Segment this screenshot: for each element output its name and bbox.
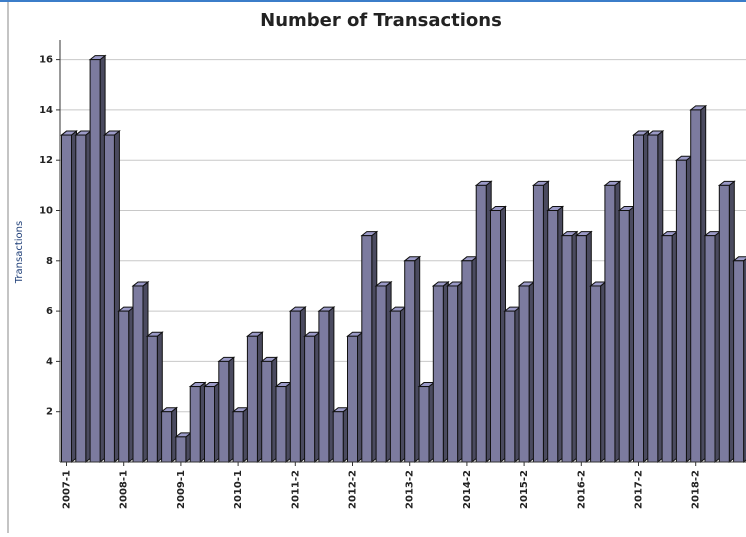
bar	[575, 235, 587, 463]
bar	[204, 386, 215, 463]
x-tick-label: 2017-2	[634, 470, 645, 509]
chart-title: Number of Transactions	[260, 10, 502, 31]
y-tick-label: 16	[39, 55, 53, 66]
bar	[89, 59, 101, 463]
bar	[132, 285, 144, 463]
y-tick-label: 6	[46, 306, 53, 317]
bar	[146, 335, 158, 463]
x-tick-label: 2018-2	[691, 470, 702, 509]
bar	[161, 411, 173, 463]
bar	[618, 210, 630, 463]
bar	[289, 310, 301, 463]
bar	[347, 335, 358, 463]
bar	[232, 411, 244, 463]
bar	[118, 310, 130, 463]
x-tick-label: 2012-2	[348, 470, 359, 509]
bar	[361, 235, 373, 463]
bar	[304, 335, 316, 463]
bar	[661, 235, 673, 463]
bar	[218, 360, 230, 463]
bar	[690, 109, 702, 463]
x-tick-label: 2011-2	[290, 470, 301, 509]
bar	[275, 386, 287, 463]
x-tick-label: 2009-1	[176, 470, 187, 509]
bar	[633, 134, 644, 463]
bar	[75, 134, 87, 463]
bar	[561, 235, 573, 463]
bar	[175, 436, 187, 463]
x-tick-label: 2007-1	[62, 470, 73, 509]
bar	[318, 310, 330, 463]
bar	[261, 360, 273, 463]
bar	[532, 184, 544, 463]
bar-top	[732, 256, 746, 262]
bar	[475, 184, 487, 463]
y-tick-label: 14	[39, 105, 53, 116]
bar	[647, 134, 659, 463]
y-tick-label: 2	[46, 407, 53, 418]
x-tick-label: 2008-1	[119, 470, 130, 509]
bar	[504, 310, 516, 463]
x-tick-label: 2016-2	[576, 470, 587, 509]
plot-area	[60, 54, 746, 464]
bar	[461, 260, 473, 463]
bar	[490, 210, 501, 463]
bar	[547, 210, 559, 463]
bar	[332, 411, 344, 463]
y-axis-label: Transactions	[14, 221, 25, 284]
bar	[604, 184, 616, 463]
bar	[389, 310, 401, 463]
bar	[103, 134, 115, 463]
bar	[189, 386, 201, 463]
bar	[704, 235, 716, 463]
x-tick-label: 2014-2	[462, 470, 473, 509]
y-tick-label: 12	[39, 155, 53, 166]
bar	[518, 285, 530, 463]
bar	[432, 285, 444, 463]
y-tick-label: 10	[39, 206, 53, 217]
bar	[447, 285, 459, 463]
bar	[675, 159, 687, 463]
bar	[718, 184, 730, 463]
bar	[733, 260, 745, 463]
bar	[375, 285, 387, 463]
bar	[404, 260, 416, 463]
bar	[246, 335, 258, 463]
x-tick-label: 2015-2	[519, 470, 530, 509]
bar	[590, 285, 602, 463]
y-tick-label: 4	[46, 356, 53, 367]
bar	[61, 134, 72, 463]
x-tick-label: 2013-2	[405, 470, 416, 509]
y-tick-label: 8	[46, 256, 53, 267]
bar	[418, 386, 430, 463]
x-tick-label: 2010-1	[233, 470, 244, 509]
